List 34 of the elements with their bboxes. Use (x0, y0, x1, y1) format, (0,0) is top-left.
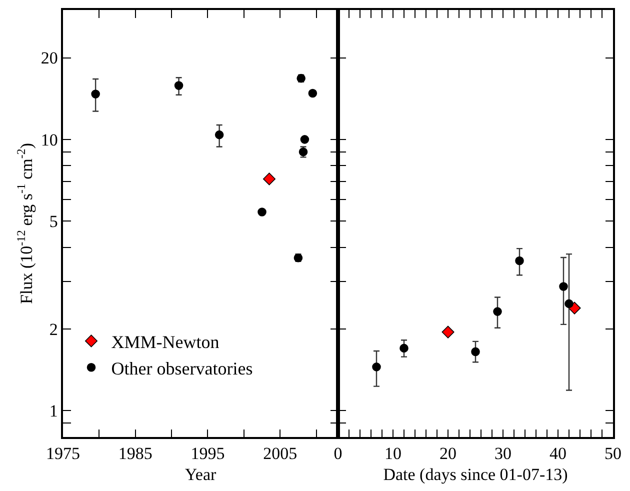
point (174, 81, 184, 90)
point (471, 347, 480, 356)
y-tick-label: 5 (49, 212, 58, 232)
x-axis-title: Date (days since 01-07-13) (383, 465, 568, 484)
y-tick-label: 20 (40, 48, 58, 68)
point (515, 256, 524, 266)
x-tick-label: 1995 (190, 444, 225, 464)
point (214, 130, 224, 140)
point (263, 172, 276, 186)
legend-label: Other observatories (111, 358, 253, 378)
x-tick-label: 10 (384, 444, 402, 464)
point (91, 90, 100, 98)
x-tick-label: 1985 (118, 444, 152, 464)
legend-label: XMM-Newton (111, 332, 220, 352)
point (372, 362, 381, 372)
x-tick-label: 1975 (46, 444, 80, 464)
point (559, 282, 568, 291)
x-tick-label: 30 (494, 444, 512, 464)
x-tick-label: 50 (604, 444, 622, 464)
y-tick-label: 10 (40, 130, 58, 150)
x-tick-label: 0 (334, 444, 342, 464)
point (308, 88, 318, 98)
point (493, 307, 502, 316)
point (442, 326, 454, 338)
y-tick-label: 2 (49, 320, 58, 339)
point (400, 344, 408, 353)
point (564, 299, 574, 308)
x-tick-label: 40 (550, 444, 566, 464)
point (258, 208, 266, 216)
x-axis-title: Year (184, 465, 216, 484)
x-tick-label: 20 (440, 444, 456, 464)
y-tick-label: 1 (49, 402, 58, 421)
x-tick-label: 2005 (263, 444, 298, 464)
point (300, 135, 310, 144)
